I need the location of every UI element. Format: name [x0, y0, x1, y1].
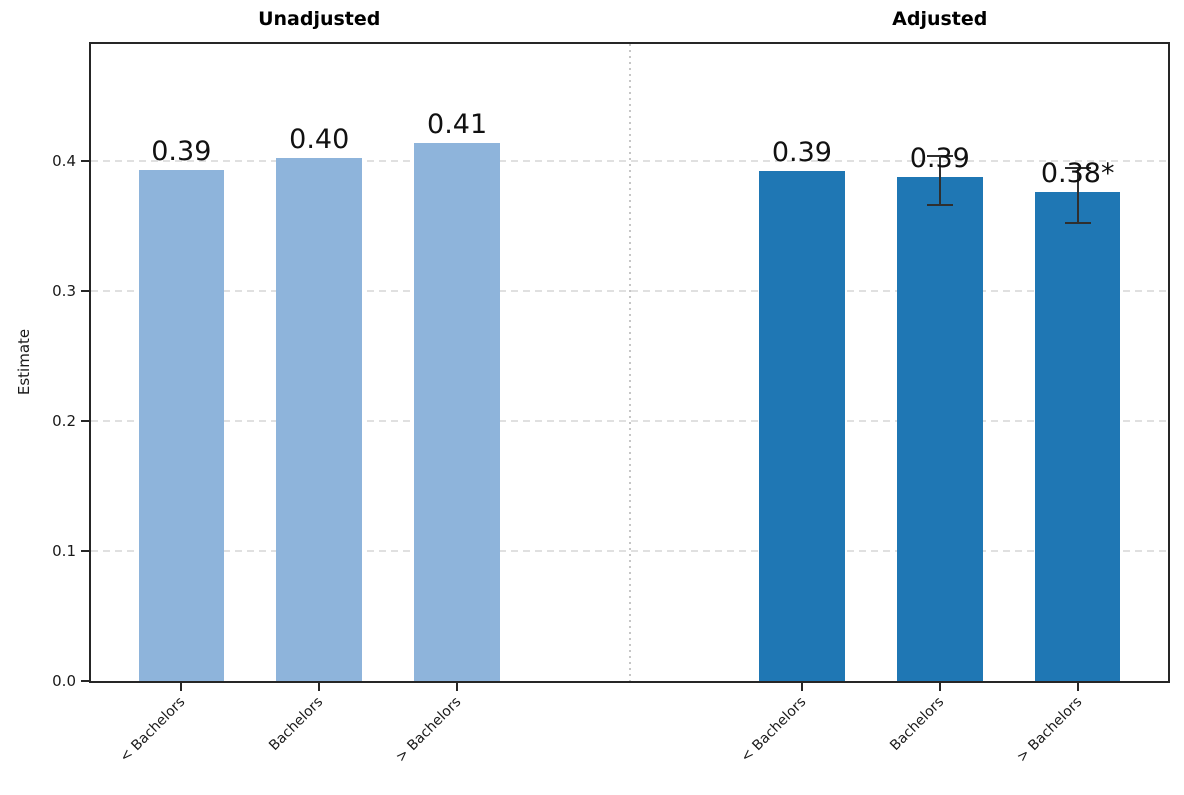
x-tick-label: < Bachelors: [737, 694, 810, 766]
y-tick-mark: [81, 550, 91, 552]
x-tick-label: Bachelors: [887, 694, 948, 755]
x-tick-mark: [1076, 683, 1079, 691]
x-tick-label: > Bachelors: [392, 694, 465, 766]
x-tick-label: Bachelors: [266, 694, 327, 755]
bar: [138, 170, 225, 681]
panel-divider: [628, 44, 631, 681]
bar-value-label: 0.38*: [1040, 158, 1115, 190]
error-bar-cap: [1064, 166, 1091, 169]
x-tick-mark: [180, 683, 183, 691]
y-tick-mark: [81, 420, 91, 422]
bar: [1034, 192, 1121, 681]
x-tick-label: > Bachelors: [1013, 694, 1086, 766]
y-tick-mark: [81, 680, 91, 682]
panel-title-unadjusted: Unadjusted: [258, 8, 381, 30]
error-bar-line: [938, 155, 941, 206]
y-tick-label: 0.1: [52, 542, 76, 560]
error-bar-line: [1076, 167, 1079, 224]
x-tick-mark: [800, 683, 803, 691]
panel-title-adjusted: Adjusted: [892, 8, 988, 30]
bar: [897, 176, 983, 681]
bar: [759, 171, 845, 681]
bar-value-label: 0.40: [289, 124, 350, 156]
y-tick-label: 0.4: [52, 152, 76, 170]
error-bar-cap: [1064, 222, 1091, 225]
y-tick-label: 0.0: [52, 672, 76, 690]
error-bar-cap: [926, 204, 953, 207]
y-tick-label: 0.2: [52, 412, 76, 430]
y-tick-label: 0.3: [52, 282, 76, 300]
bar: [414, 142, 500, 681]
y-tick-mark: [81, 160, 91, 162]
x-tick-mark: [456, 683, 459, 691]
bar-value-label: 0.39: [151, 136, 212, 168]
y-axis-label: Estimate: [15, 328, 33, 396]
error-bar-cap: [926, 154, 953, 157]
x-tick-mark: [938, 683, 941, 691]
y-tick-mark: [81, 290, 91, 292]
bar-value-label: 0.39: [909, 142, 970, 174]
bar-value-label: 0.41: [427, 108, 488, 140]
bar-value-label: 0.39: [771, 137, 832, 169]
bar: [276, 158, 362, 681]
x-tick-label: < Bachelors: [117, 694, 189, 766]
x-tick-mark: [318, 683, 321, 691]
